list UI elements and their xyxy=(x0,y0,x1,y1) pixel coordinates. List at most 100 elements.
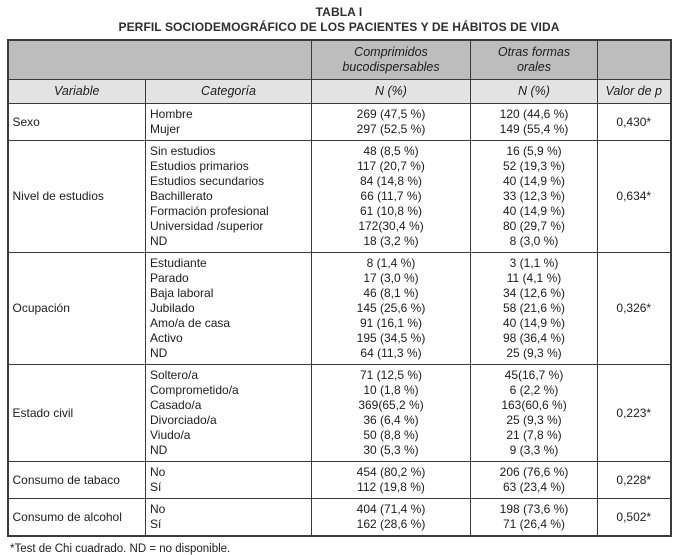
category-value: Baja laboral xyxy=(150,286,214,300)
sociodemographic-table: Comprimidos bucodispersables Otras forma… xyxy=(6,39,672,537)
comprimidos-value: 404 (71,4 %) xyxy=(356,502,426,516)
category-value: Sin estudios xyxy=(150,144,216,158)
comprimidos-value: 145 (25,6 %) xyxy=(356,301,426,315)
category-cell: Hombre Mujer xyxy=(145,103,312,141)
table-row: Estado civil Soltero/a Comprometido/a Casad… xyxy=(7,364,671,462)
category-value: No xyxy=(150,502,166,516)
category-value: Viudo/a xyxy=(150,428,191,442)
pvalue-cell: 0,502* xyxy=(597,498,671,537)
otras-value: 11 (4,1 %) xyxy=(506,271,562,285)
otras-value: 25 (9,3 %) xyxy=(506,413,562,427)
column-header-valor-de-p: Valor de p xyxy=(597,79,671,104)
category-value: ND xyxy=(150,346,168,360)
column-header-categoria: Categoría xyxy=(145,79,312,104)
variable-cell: Nivel de estudios xyxy=(7,140,146,253)
table-caption: TABLA I PERFIL SOCIODEMOGRÁFICO DE LOS P… xyxy=(0,5,678,35)
category-value: Comprometido/a xyxy=(150,383,239,397)
pvalue-cell: 0,228* xyxy=(597,461,671,499)
comprimidos-value: 66 (11,7 %) xyxy=(360,189,422,203)
variable-cell: Consumo de alcohol xyxy=(7,498,146,537)
table-row: Consumo de tabaco No Sí 454 (80,2 %) 112 (19… xyxy=(7,461,671,499)
comprimidos-value: 454 (80,2 %) xyxy=(356,465,426,479)
category-value: Jubilado xyxy=(150,301,195,315)
comprimidos-value: 162 (28,6 %) xyxy=(356,517,426,531)
pvalue-cell: 0,223* xyxy=(597,364,671,462)
otras-value: 6 (2,2 %) xyxy=(509,383,559,397)
otras-value: 16 (5,9 %) xyxy=(506,144,562,158)
category-value: Activo xyxy=(150,331,183,345)
comprimidos-value: 17 (3,0 %) xyxy=(363,271,419,285)
category-value: ND xyxy=(150,443,168,457)
category-value: Parado xyxy=(150,271,189,285)
variable-cell: Sexo xyxy=(7,103,146,141)
otras-value: 98 (36,4 %) xyxy=(502,331,566,345)
comprimidos-cell: 71 (12,5 %) 10 (1,8 %) 369(65,2 %) 36 (6,4 … xyxy=(311,364,471,462)
otras-cell: 3 (1,1 %) 11 (4,1 %) 34 (12,6 %) 58 (21,6 %… xyxy=(470,252,598,365)
comprimidos-value: 8 (1,4 %) xyxy=(366,256,416,270)
category-value: Amo/a de casa xyxy=(150,316,231,330)
pvalue-cell: 0,634* xyxy=(597,140,671,253)
comprimidos-value: 71 (12,5 %) xyxy=(359,368,423,382)
category-value: Estudios primarios xyxy=(150,159,249,173)
page: { "title": "TABLA I", "subtitle": "PERFI… xyxy=(0,5,678,555)
otras-value: 3 (1,1 %) xyxy=(509,256,559,270)
comprimidos-cell: 8 (1,4 %) 17 (3,0 %) 46 (8,1 %) 145 (25,6 %… xyxy=(311,252,471,365)
category-value: Casado/a xyxy=(150,398,202,412)
category-value: Sí xyxy=(150,517,162,531)
otras-value: 198 (73,6 %) xyxy=(499,502,569,516)
pvalue-cell: 0,326* xyxy=(597,252,671,365)
category-value: Universidad /superior xyxy=(150,219,264,233)
category-cell: Soltero/a Comprometido/a Casado/a Divorciad… xyxy=(145,364,312,462)
table-footnote: *Test de Chi cuadrado. ND = no disponibl… xyxy=(10,543,231,555)
comprimidos-value: 172(30,4 %) xyxy=(358,219,424,233)
comprimidos-value: 36 (6,4 %) xyxy=(363,413,419,427)
category-value: Divorciado/a xyxy=(150,413,217,427)
otras-value: 25 (9,3 %) xyxy=(506,346,562,360)
comprimidos-cell: 269 (47,5 %) 297 (52,5 %) xyxy=(311,103,471,141)
comprimidos-value: 18 (3,2 %) xyxy=(363,234,419,248)
category-value: No xyxy=(150,465,166,479)
empty-header-cell xyxy=(597,39,671,80)
otras-cell: 198 (73,6 %) 71 (26,4 %) xyxy=(470,498,598,537)
column-header-n-pct-2: N (%) xyxy=(470,79,598,104)
otras-value: 52 (19,3 %) xyxy=(502,159,566,173)
comprimidos-cell: 454 (80,2 %) 112 (19,8 %) xyxy=(311,461,471,499)
group-header-row: Comprimidos bucodispersables Otras forma… xyxy=(7,39,671,80)
comprimidos-value: 91 (16,1 %) xyxy=(359,316,423,330)
category-cell: No Sí xyxy=(145,461,312,499)
otras-value: 71 (26,4 %) xyxy=(502,517,566,531)
category-cell: Estudiante Parado Baja laboral Jubilado Amo/… xyxy=(145,252,312,365)
otras-value: 206 (76,6 %) xyxy=(499,465,569,479)
comprimidos-value: 117 (20,7 %) xyxy=(357,159,425,173)
otras-value: 33 (12,3 %) xyxy=(502,189,566,203)
category-value: Soltero/a xyxy=(150,368,199,382)
otras-value: 21 (7,8 %) xyxy=(506,428,562,442)
comprimidos-value: 84 (14,8 %) xyxy=(359,174,423,188)
category-value: Estudios secundarios xyxy=(150,174,265,188)
empty-header-cell xyxy=(7,39,312,80)
variable-cell: Consumo de tabaco xyxy=(7,461,146,499)
comprimidos-value: 30 (5,3 %) xyxy=(363,443,419,457)
category-value: Mujer xyxy=(150,122,181,136)
category-cell: Sin estudios Estudios primarios Estudios s… xyxy=(145,140,312,253)
comprimidos-value: 195 (34,5 %) xyxy=(356,331,426,345)
comprimidos-value: 61 (10,8 %) xyxy=(359,204,423,218)
otras-cell: 120 (44,6 %) 149 (55,4 %) xyxy=(470,103,598,141)
comprimidos-value: 46 (8,1 %) xyxy=(363,286,419,300)
otras-value: 40 (14,9 %) xyxy=(502,316,566,330)
otras-value: 80 (29,7 %) xyxy=(502,219,566,233)
comprimidos-value: 269 (47,5 %) xyxy=(356,107,426,121)
column-header-n-pct-1: N (%) xyxy=(311,79,471,104)
table-row: Consumo de alcohol No Sí 404 (71,4 %) 162 (2… xyxy=(7,498,671,537)
variable-cell: Ocupación xyxy=(7,252,146,365)
otras-value: 40 (14,9 %) xyxy=(502,204,566,218)
otras-value: 149 (55,4 %) xyxy=(499,122,569,136)
comprimidos-value: 369(65,2 %) xyxy=(358,398,424,412)
variable-cell: Estado civil xyxy=(7,364,146,462)
comprimidos-value: 10 (1,8 %) xyxy=(363,383,419,397)
otras-value: 63 (23,4 %) xyxy=(502,480,566,494)
column-header-row: Variable Categoría N (%) N (%) Valor de … xyxy=(7,79,671,104)
table-body: Comprimidos bucodispersables Otras forma… xyxy=(7,39,671,537)
otras-value: 34 (12,6 %) xyxy=(502,286,566,300)
category-value: ND xyxy=(150,234,168,248)
